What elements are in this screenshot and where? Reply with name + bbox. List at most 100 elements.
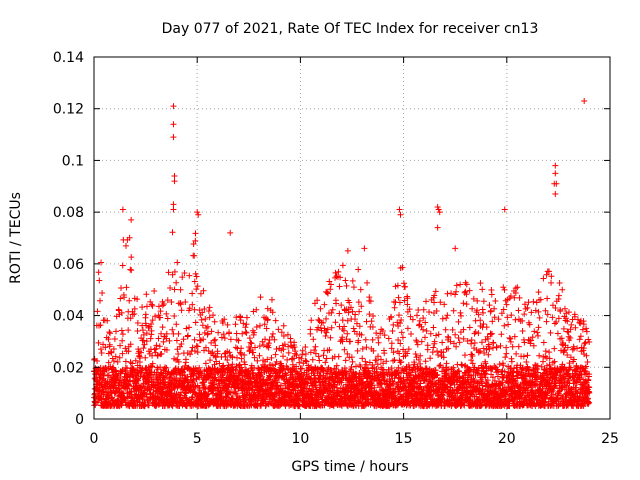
data-point [547, 329, 554, 336]
data-point [118, 309, 125, 316]
data-point [171, 313, 178, 320]
data-point [531, 328, 538, 335]
data-point [556, 280, 563, 286]
data-point [298, 355, 305, 362]
data-point [339, 262, 346, 269]
data-point [170, 330, 177, 337]
data-point [501, 286, 508, 293]
data-point [349, 277, 356, 284]
data-point [356, 323, 363, 330]
data-point [226, 330, 233, 337]
data-point [269, 362, 276, 369]
data-point [241, 351, 248, 358]
data-point [333, 362, 340, 369]
data-point [327, 286, 334, 293]
data-point [335, 353, 342, 360]
data-point [110, 346, 117, 353]
data-point [426, 308, 433, 315]
data-point [553, 318, 560, 325]
data-point [143, 303, 150, 310]
data-point [450, 307, 457, 314]
data-point [122, 358, 129, 365]
data-point [462, 279, 469, 286]
data-point [180, 336, 187, 343]
data-point [307, 326, 314, 333]
data-point [219, 320, 226, 327]
data-point [559, 341, 566, 348]
data-point [275, 326, 282, 333]
data-point [515, 343, 522, 350]
data-point [251, 354, 258, 361]
data-point [171, 286, 178, 293]
data-point [102, 344, 109, 351]
data-point [202, 360, 209, 367]
data-point [107, 330, 114, 337]
data-point [211, 361, 218, 368]
data-point [125, 327, 132, 334]
data-point [285, 343, 292, 350]
data-point [560, 325, 567, 332]
data-point [192, 319, 199, 326]
data-point [256, 343, 263, 350]
data-point [277, 386, 284, 393]
data-point [138, 349, 145, 356]
data-point [158, 330, 165, 337]
data-point [212, 342, 219, 349]
data-point [284, 365, 291, 372]
data-point [201, 306, 208, 313]
data-point [336, 310, 343, 317]
data-point [483, 324, 490, 331]
data-point [157, 314, 164, 321]
data-point [272, 317, 279, 324]
data-point [132, 357, 139, 364]
data-point [503, 344, 510, 351]
data-point [280, 322, 287, 329]
data-point [480, 298, 487, 305]
data-point [448, 290, 455, 297]
data-point [292, 387, 299, 394]
data-point [233, 363, 240, 370]
data-point [310, 336, 317, 343]
data-point [375, 339, 382, 346]
data-point [117, 295, 124, 302]
data-point [280, 333, 287, 340]
data-point [131, 305, 138, 312]
data-point [259, 338, 266, 345]
data-point [164, 297, 171, 304]
data-point [422, 358, 429, 365]
data-point [385, 335, 392, 342]
data-point [324, 289, 331, 296]
data-point [262, 336, 269, 343]
data-point [530, 298, 537, 305]
data-point [191, 306, 198, 313]
data-point [312, 343, 319, 350]
data-point [127, 341, 134, 348]
data-point [174, 259, 181, 266]
data-point [237, 314, 244, 321]
data-point [560, 347, 567, 354]
data-point [492, 297, 499, 304]
data-point [207, 357, 214, 364]
data-point [217, 394, 224, 401]
data-point [145, 324, 152, 331]
data-point [199, 309, 206, 316]
data-point [342, 277, 349, 284]
data-point [229, 398, 236, 405]
data-point [327, 334, 334, 341]
data-point [206, 304, 213, 311]
data-point [233, 354, 240, 361]
data-point [143, 291, 150, 298]
data-point [302, 351, 309, 358]
data-point [148, 327, 155, 334]
data-point [543, 318, 550, 325]
data-point [163, 373, 170, 380]
data-point [178, 307, 185, 314]
data-point [554, 330, 561, 337]
data-point [169, 326, 176, 333]
data-point [232, 366, 239, 373]
data-point [324, 326, 331, 333]
data-point [125, 382, 132, 389]
data-point [94, 308, 101, 315]
data-point [127, 315, 134, 322]
data-point [430, 324, 437, 331]
